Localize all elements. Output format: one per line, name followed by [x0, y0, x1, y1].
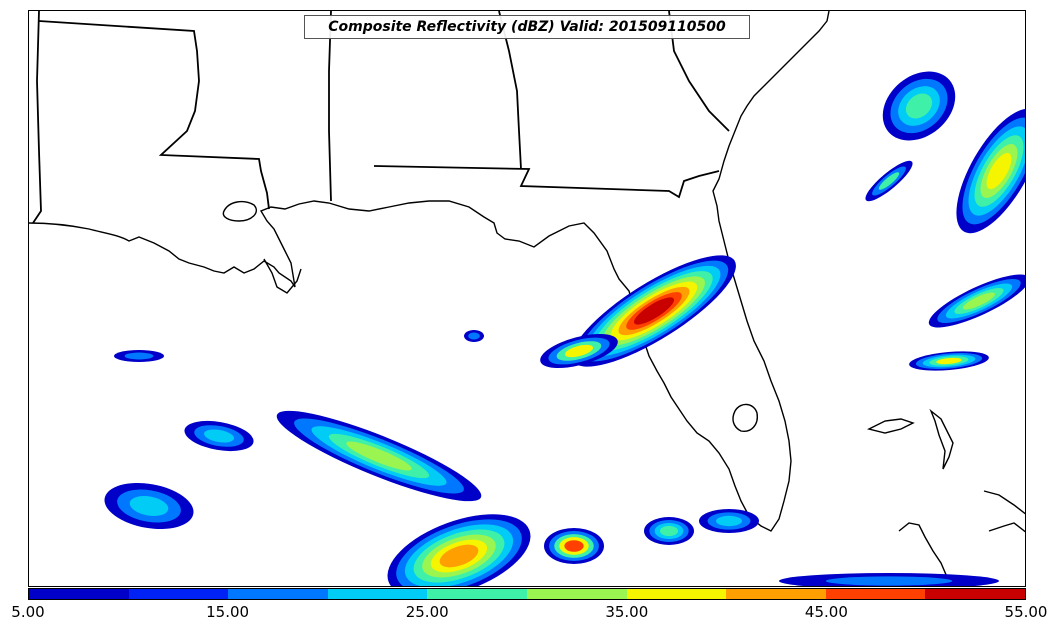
colorbar-segment [726, 589, 826, 599]
coastlines [29, 11, 1025, 586]
colorbar [28, 588, 1026, 600]
colorbar-tick-label: 45.00 [804, 603, 848, 621]
colorbar-tick-label: 15.00 [206, 603, 250, 621]
colorbar-segment [228, 589, 328, 599]
colorbar-segment [526, 589, 627, 599]
colorbar-segment [128, 589, 229, 599]
colorbar-tick-label: 35.00 [605, 603, 649, 621]
state-borders [32, 11, 730, 224]
colorbar-tick-label: 55.00 [1004, 603, 1048, 621]
colorbar-segment [626, 589, 727, 599]
colorbar-segment [29, 589, 129, 599]
colorbar-segment [925, 589, 1025, 599]
colorbar-segment [427, 589, 527, 599]
reflectivity-map [29, 11, 1025, 586]
colorbar-segment [327, 589, 428, 599]
colorbar-segment [825, 589, 926, 599]
colorbar-tick-label: 5.00 [11, 603, 45, 621]
colorbar-tick-label: 25.00 [405, 603, 449, 621]
reflectivity-cells [104, 71, 1025, 586]
map-title: Composite Reflectivity (dBZ) Valid: 2015… [304, 15, 750, 39]
map-frame [28, 10, 1026, 587]
